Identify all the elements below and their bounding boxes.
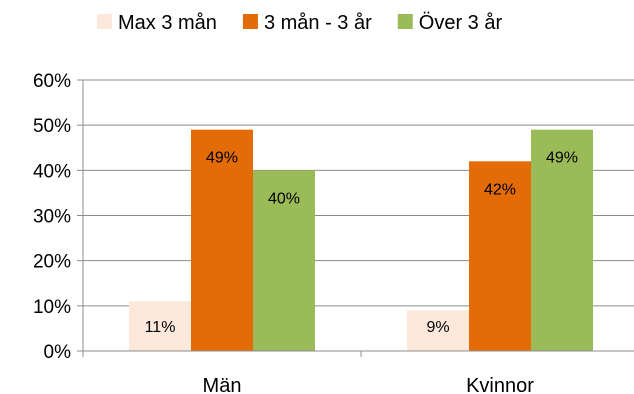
y-tick-label: 0% — [44, 342, 72, 363]
data-label: 40% — [268, 190, 300, 207]
x-category-label: Män — [203, 375, 242, 394]
bar — [469, 161, 531, 351]
data-label: 49% — [206, 150, 238, 167]
y-tick-label: 30% — [33, 207, 71, 228]
y-tick-label: 50% — [33, 116, 71, 137]
legend-swatch — [242, 14, 258, 29]
axes — [77, 79, 634, 357]
x-axis-categories: Män Kvinnor — [203, 375, 535, 394]
bars — [129, 129, 593, 351]
legend-label: Max 3 mån — [118, 12, 217, 34]
y-tick-label: 60% — [33, 71, 71, 92]
legend-label: 3 mån - 3 år — [264, 12, 372, 34]
bar — [407, 310, 469, 351]
legend-label: Över 3 år — [419, 12, 503, 34]
y-tick-label: 40% — [33, 161, 71, 182]
x-category-label: Kvinnor — [466, 375, 534, 394]
y-tick-label: 20% — [33, 252, 71, 273]
bar — [191, 129, 253, 351]
bar — [129, 301, 191, 351]
data-label: 11% — [145, 319, 176, 336]
data-label: 9% — [426, 319, 449, 336]
data-label: 42% — [484, 181, 516, 198]
legend-swatch — [397, 14, 413, 29]
bar — [253, 170, 315, 351]
data-labels: 11% 49% 40% 9% 42% 49% — [145, 150, 578, 336]
y-axis-ticks: 0% 10% 20% 30% 40% 50% 60% — [33, 71, 71, 363]
bar — [531, 129, 593, 351]
y-tick-label: 10% — [33, 297, 71, 318]
legend-swatch — [97, 14, 112, 29]
data-label: 49% — [546, 150, 578, 167]
legend: Max 3 mån 3 mån - 3 år Över 3 år — [97, 12, 502, 34]
